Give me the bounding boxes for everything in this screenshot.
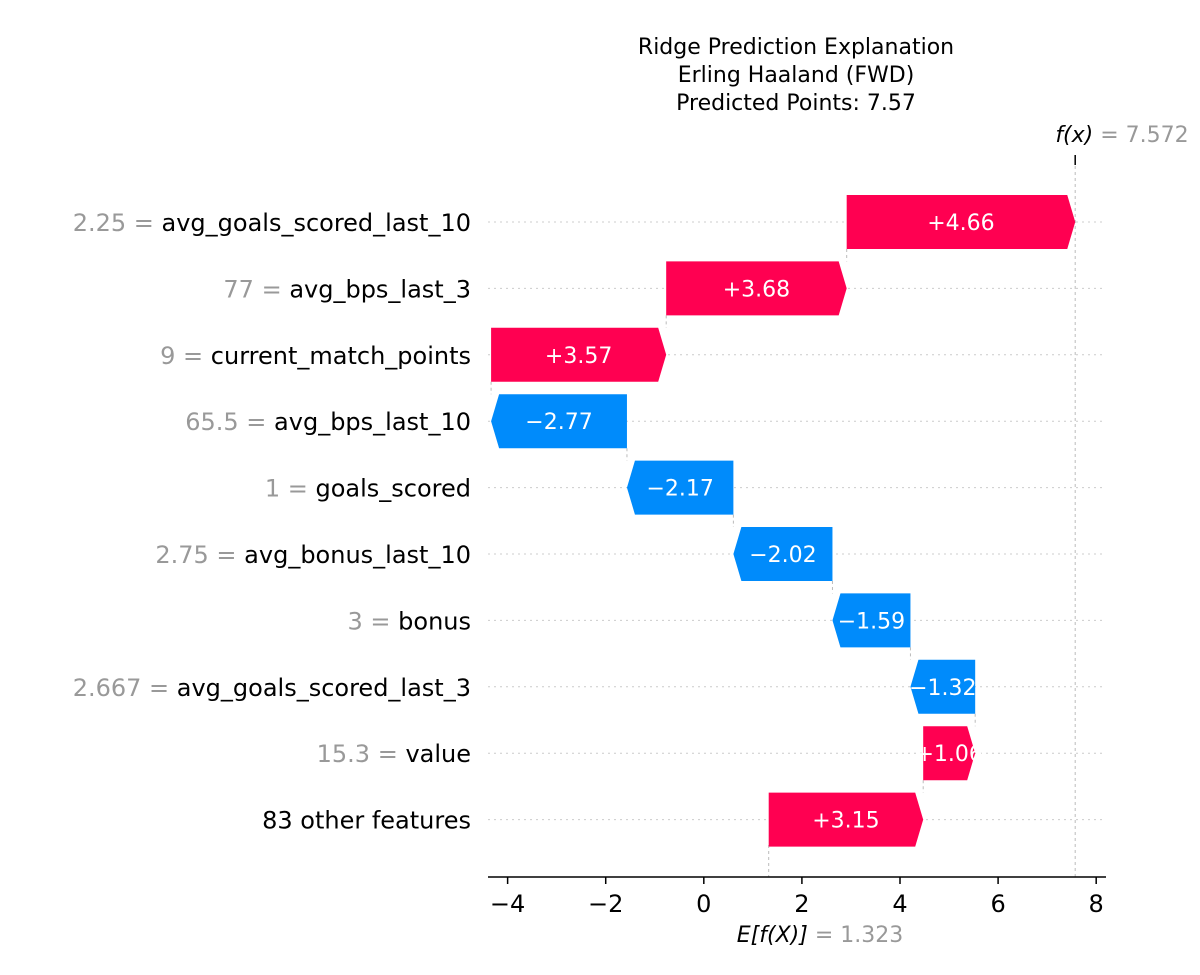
x-tick-label: 2 <box>794 890 809 918</box>
feature-name: avg_bonus_last_10 <box>244 541 471 569</box>
bar-avg-goals-scored-last-3 <box>910 659 976 714</box>
bar-value <box>923 726 976 781</box>
feature-name: 83 other features <box>262 807 471 835</box>
final-value-label: f(x) = 7.572 <box>1055 123 1188 148</box>
feature-label: 3 = bonus <box>348 607 471 635</box>
x-tick-label: 4 <box>892 890 907 918</box>
chart-title-line-2: Erling Haaland (FWD) <box>678 63 915 88</box>
bar-avg-bps-last-3 <box>666 261 847 316</box>
feature-label: 2.667 = avg_goals_scored_last_3 <box>73 674 471 702</box>
bar-avg-bonus-last-10 <box>733 527 833 581</box>
feature-name: avg_bps_last_10 <box>274 408 471 436</box>
bar-avg-bps-last-10 <box>491 394 627 449</box>
bar-value-label: −2.77 <box>525 410 592 435</box>
feature-label: 2.75 = avg_bonus_last_10 <box>155 541 471 569</box>
feature-label: 77 = avg_bps_last_3 <box>223 275 471 303</box>
bar-value-label: +4.66 <box>927 211 994 236</box>
x-tick-label: −4 <box>490 890 525 918</box>
feature-label: 65.5 = avg_bps_last_10 <box>185 408 471 436</box>
feature-value: 77 = <box>223 275 289 303</box>
base-value-number: = 1.323 <box>815 923 903 948</box>
feature-label: 1 = goals_scored <box>265 475 471 503</box>
x-tick-label: 8 <box>1089 890 1104 918</box>
bar-value-label: −2.02 <box>749 543 816 568</box>
feature-name: goals_scored <box>315 475 471 503</box>
bar-value-label: +3.15 <box>812 809 879 834</box>
bar-current-match-points <box>491 327 667 382</box>
feature-name: bonus <box>398 607 471 635</box>
feature-value: 2.25 = <box>73 209 162 237</box>
feature-name: avg_goals_scored_last_3 <box>177 674 471 702</box>
feature-label: 2.25 = avg_goals_scored_last_10 <box>73 209 471 237</box>
feature-label: 83 other features <box>262 807 471 835</box>
x-tick-label: 6 <box>990 890 1005 918</box>
x-tick-label: 0 <box>696 890 711 918</box>
final-value-expr: f(x) <box>1055 123 1100 148</box>
x-tick-label: −2 <box>588 890 623 918</box>
bar-bonus <box>832 593 911 648</box>
feature-name: avg_goals_scored_last_10 <box>162 209 472 237</box>
feature-name: value <box>405 740 471 768</box>
feature-value: 2.75 = <box>155 541 244 569</box>
feature-value: 1 = <box>265 475 316 503</box>
bar-value-label: +3.68 <box>723 277 790 302</box>
chart-title-line-3: Predicted Points: 7.57 <box>676 91 916 116</box>
bar-avg-goals-scored-last-10 <box>846 195 1076 249</box>
feature-name: avg_bps_last_3 <box>289 275 471 303</box>
feature-label: 9 = current_match_points <box>160 342 471 370</box>
bar-value-label: +3.57 <box>545 344 612 369</box>
base-value-expr: E[f(X)] <box>737 923 815 948</box>
bar-value-label: −1.32 <box>909 676 976 701</box>
feature-name: current_match_points <box>211 342 471 370</box>
bar-goals-scored <box>626 460 734 515</box>
feature-value: 2.667 = <box>73 674 177 702</box>
feature-label: 15.3 = value <box>317 740 471 768</box>
base-value-label: E[f(X)] = 1.323 <box>737 923 903 948</box>
feature-value: 3 = <box>348 607 399 635</box>
bar-value-label: +1.06 <box>915 742 982 767</box>
feature-value: 9 = <box>160 342 211 370</box>
feature-value: 15.3 = <box>317 740 406 768</box>
feature-value: 65.5 = <box>185 408 274 436</box>
chart-title-line-1: Ridge Prediction Explanation <box>638 35 954 60</box>
final-value-number: = 7.572 <box>1100 123 1188 148</box>
bar-83-other-features <box>768 792 924 847</box>
bar-value-label: −2.17 <box>646 477 713 502</box>
bar-value-label: −1.59 <box>838 609 905 634</box>
